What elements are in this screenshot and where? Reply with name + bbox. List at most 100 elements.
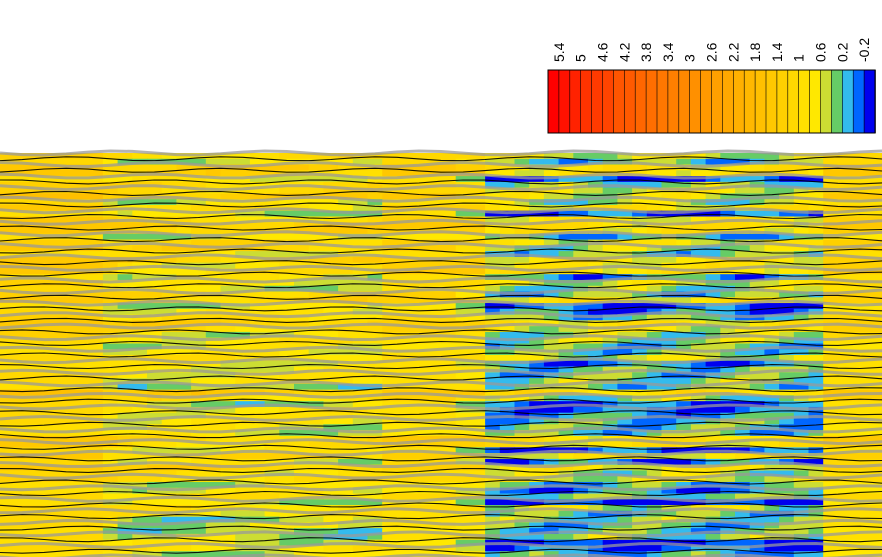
contour-cell xyxy=(514,297,530,304)
contour-cell xyxy=(455,326,471,333)
contour-cell xyxy=(735,279,751,287)
colorbar-tick-label: 1.8 xyxy=(747,42,763,62)
contour-cell xyxy=(176,430,192,437)
contour-cell xyxy=(44,326,60,333)
contour-cell xyxy=(837,314,854,321)
contour-cell xyxy=(205,181,222,189)
contour-cell xyxy=(749,487,765,495)
contour-cell xyxy=(352,274,369,281)
contour-cell xyxy=(132,360,148,368)
contour-cell xyxy=(735,545,751,552)
contour-cell xyxy=(352,355,369,362)
contour-cell xyxy=(646,499,663,506)
contour-cell xyxy=(867,153,882,160)
contour-cell xyxy=(205,274,222,281)
contour-cell xyxy=(147,481,163,489)
contour-cell xyxy=(705,291,721,298)
contour-cell xyxy=(558,314,574,321)
contour-cell xyxy=(352,505,369,512)
contour-cell xyxy=(779,401,795,408)
contour-cell xyxy=(808,401,824,408)
contour-cell xyxy=(867,262,882,270)
contour-cell xyxy=(73,228,89,235)
contour-cell xyxy=(132,308,148,316)
contour-cell xyxy=(793,418,810,425)
contour-cell xyxy=(426,153,442,160)
contour-cell xyxy=(161,424,177,431)
contour-cell xyxy=(485,199,501,206)
contour-cell xyxy=(779,481,795,489)
contour-cell xyxy=(411,233,427,241)
contour-cell xyxy=(455,539,471,547)
contour-cell xyxy=(558,395,574,402)
contour-cell xyxy=(426,453,442,460)
contour-cell xyxy=(779,164,795,171)
contour-cell xyxy=(735,487,751,495)
contour-cell xyxy=(14,464,30,472)
contour-cell xyxy=(661,435,677,443)
contour-cell xyxy=(44,510,60,518)
contour-cell xyxy=(205,493,222,500)
contour-cell xyxy=(382,216,398,223)
contour-cell xyxy=(485,331,501,339)
contour-cell xyxy=(514,470,530,477)
contour-cell xyxy=(617,516,633,523)
contour-cell xyxy=(543,395,560,402)
contour-cell xyxy=(543,412,560,420)
contour-cell xyxy=(837,453,854,460)
contour-cell xyxy=(735,343,751,350)
contour-cell xyxy=(411,430,427,437)
contour-cell xyxy=(588,193,604,200)
contour-cell xyxy=(499,401,516,408)
contour-cell xyxy=(676,528,692,535)
contour-cell xyxy=(499,256,516,264)
contour-cell xyxy=(602,308,618,316)
contour-cell xyxy=(161,389,177,396)
contour-cell xyxy=(837,539,854,547)
contour-cell xyxy=(220,510,236,518)
contour-cell xyxy=(808,216,824,223)
contour-cell xyxy=(294,343,310,350)
contour-cell xyxy=(117,412,133,420)
contour-cell xyxy=(558,487,574,495)
contour-cell xyxy=(705,320,721,327)
contour-cell xyxy=(176,360,192,368)
contour-cell xyxy=(426,499,442,506)
contour-cell xyxy=(867,187,882,194)
contour-cell xyxy=(161,395,177,402)
contour-cell xyxy=(735,522,751,529)
contour-cell xyxy=(249,285,266,293)
contour-cell xyxy=(749,233,765,241)
contour-cell xyxy=(367,378,383,385)
contour-cell xyxy=(58,297,75,304)
contour-cell xyxy=(161,401,177,408)
contour-cell xyxy=(573,349,589,356)
contour-cell xyxy=(588,395,604,402)
contour-cell xyxy=(235,204,251,212)
contour-cell xyxy=(411,406,427,414)
contour-cell xyxy=(690,170,707,177)
contour-cell xyxy=(690,406,707,414)
contour-cell xyxy=(543,424,560,431)
contour-cell xyxy=(793,424,810,431)
contour-cell xyxy=(220,158,236,166)
contour-cell xyxy=(367,406,383,414)
contour-cell xyxy=(646,199,663,206)
minor-contour-line xyxy=(0,403,882,411)
contour-line xyxy=(0,294,882,300)
contour-cell xyxy=(220,228,236,235)
contour-cell xyxy=(514,274,530,281)
contour-cell xyxy=(676,285,692,293)
contour-cell xyxy=(602,395,618,402)
contour-cell xyxy=(441,308,457,316)
colorbar-bin xyxy=(613,69,626,134)
contour-cell xyxy=(499,158,516,166)
contour-cell xyxy=(676,314,692,321)
contour-cell xyxy=(720,539,736,547)
contour-cell xyxy=(823,406,839,414)
contour-cell xyxy=(264,176,280,183)
contour-cell xyxy=(455,199,471,206)
contour-cell xyxy=(661,176,677,183)
contour-cell xyxy=(0,176,16,183)
contour-cell xyxy=(367,510,383,518)
